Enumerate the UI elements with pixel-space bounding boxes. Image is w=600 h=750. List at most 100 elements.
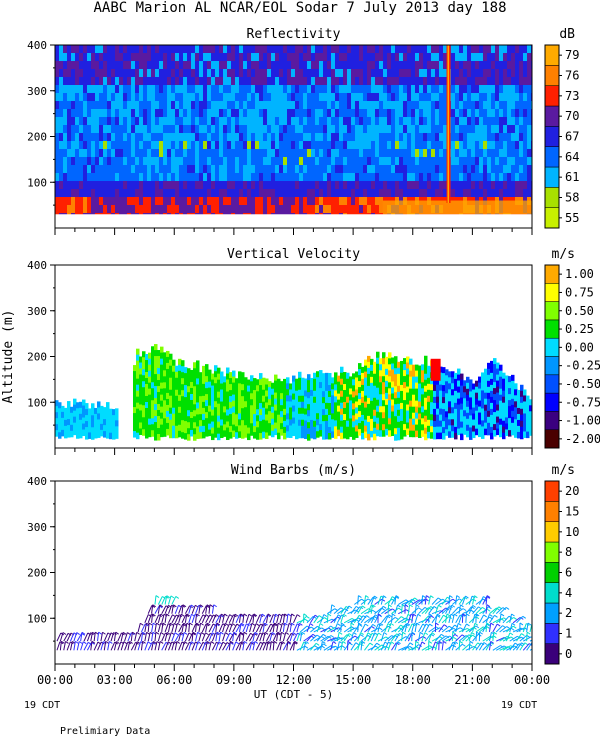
vel-cell [325,420,329,428]
refl-cell [211,205,216,214]
refl-cell [387,109,392,118]
vel-cell [229,426,233,433]
refl-cell [79,125,84,134]
refl-cell [479,165,484,174]
refl-cell [71,45,76,54]
refl-cell [299,53,304,62]
refl-cell [335,165,340,174]
vel-cell [247,379,251,387]
refl-cell [119,125,124,134]
refl-cell [211,53,216,62]
wind-barb-flag [288,622,293,626]
vel-cell [187,434,191,441]
refl-cell [415,181,420,190]
vel-cell [157,416,161,423]
refl-cell [399,93,404,102]
vel-cell [505,381,509,388]
refl-cell [207,85,212,94]
vel-cell [487,398,491,406]
refl-cell [415,117,420,126]
vel-cell [154,368,158,375]
refl-cell [147,157,152,166]
refl-cell [267,53,272,62]
refl-cell [455,85,460,94]
refl-cell [123,61,128,70]
refl-cell [371,93,376,102]
wind-barb [272,622,275,633]
refl-cell [467,189,472,198]
vel-cell [352,427,356,434]
refl-cell [335,173,340,182]
vel-cell [229,384,233,391]
refl-cell [407,173,412,182]
vel-cell [190,423,194,431]
vel-cell [310,395,314,403]
vel-cell [58,414,62,421]
vel-cell [91,433,95,440]
vel-cell [520,414,524,422]
refl-cell [251,45,256,54]
refl-cell [207,157,212,166]
colorbar-label: 0.25 [565,322,594,336]
vel-cell [373,361,377,369]
vel-cell [223,388,227,395]
refl-cell [211,69,216,78]
refl-cell [387,165,392,174]
vel-cell [358,387,362,394]
vel-cell [190,381,194,389]
refl-cell [287,173,292,182]
refl-cell [443,141,448,150]
refl-cell [299,133,304,142]
refl-cell [423,157,428,166]
vel-cell [295,384,299,392]
wind-barb-flag [262,632,266,636]
refl-cell [75,133,80,142]
refl-cell [115,53,120,62]
wind-barb-flag [159,641,164,644]
refl-cell [91,173,96,182]
vel-cell [169,371,173,379]
vel-cell [139,368,143,375]
vel-cell [166,422,170,430]
vel-cell [148,352,152,360]
refl-cell [171,141,176,150]
refl-cell [391,69,396,78]
vel-cell [403,400,407,407]
refl-cell [87,181,92,190]
vel-cell [208,387,212,395]
refl-cell [483,45,488,54]
vel-cell [418,425,422,433]
refl-cell [455,133,460,142]
refl-cell [511,53,516,62]
vel-cell [295,378,299,386]
vel-cell [175,395,179,403]
refl-cell [155,101,160,110]
wind-barb [279,623,283,633]
vel-cell [139,410,143,417]
refl-cell [247,93,252,102]
refl-cell [395,77,400,86]
vel-cell [157,434,161,441]
vel-cell [91,403,95,410]
refl-cell [491,173,496,182]
vel-cell [427,401,431,409]
refl-cell [203,85,208,94]
vel-cell [301,383,305,391]
refl-cell [311,101,316,110]
wind-barb-flag [273,640,278,644]
refl-cell [223,77,228,86]
refl-cell [163,197,168,206]
refl-cell [207,189,212,198]
vel-cell [514,401,518,408]
vel-cell [307,416,311,423]
vel-cell [436,378,440,386]
vel-cell [517,389,521,397]
vel-cell [391,399,395,406]
refl-cell [215,157,220,166]
vel-cell [364,365,368,373]
vel-cell [331,377,335,384]
wind-barb [289,632,294,642]
vel-cell [232,418,236,426]
vel-cell [271,406,275,414]
vel-cell [382,364,386,371]
